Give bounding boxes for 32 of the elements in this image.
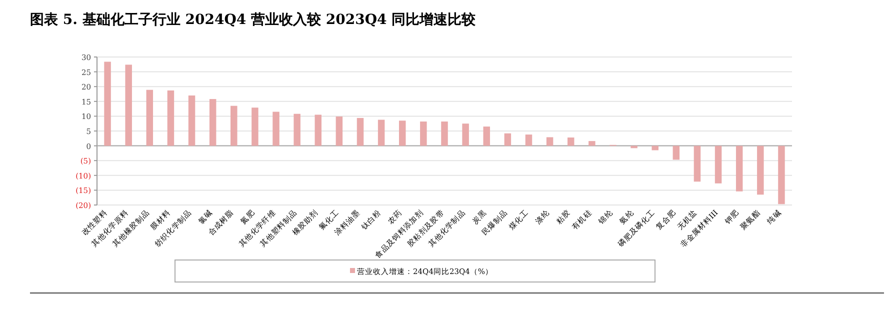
bar [188,95,196,146]
bar [146,90,154,146]
bar [672,146,680,160]
bar [694,146,701,182]
bar [757,146,764,195]
bar [504,133,512,146]
chart-title: 图表 5. 基础化工子行业 2024Q4 营业收入较 2023Q4 同比增速比较 [30,12,477,28]
bar [272,112,280,146]
bar [336,116,343,146]
bar [420,122,427,146]
bar [525,134,532,146]
bar [294,114,300,146]
bar [462,124,469,146]
bar [588,141,596,146]
bar [714,146,722,184]
bar [778,146,785,204]
bar [104,62,111,146]
bar [125,64,132,146]
bar [314,114,322,146]
bar [399,120,406,146]
bar [483,126,490,146]
bar [252,108,258,146]
bar [567,138,574,146]
bar [356,118,364,146]
bar [546,137,554,146]
bar [736,146,743,192]
bar [378,120,385,146]
bar [441,122,448,146]
bar [230,106,238,146]
bar [209,99,216,146]
bar [167,90,174,146]
bar [652,146,658,150]
